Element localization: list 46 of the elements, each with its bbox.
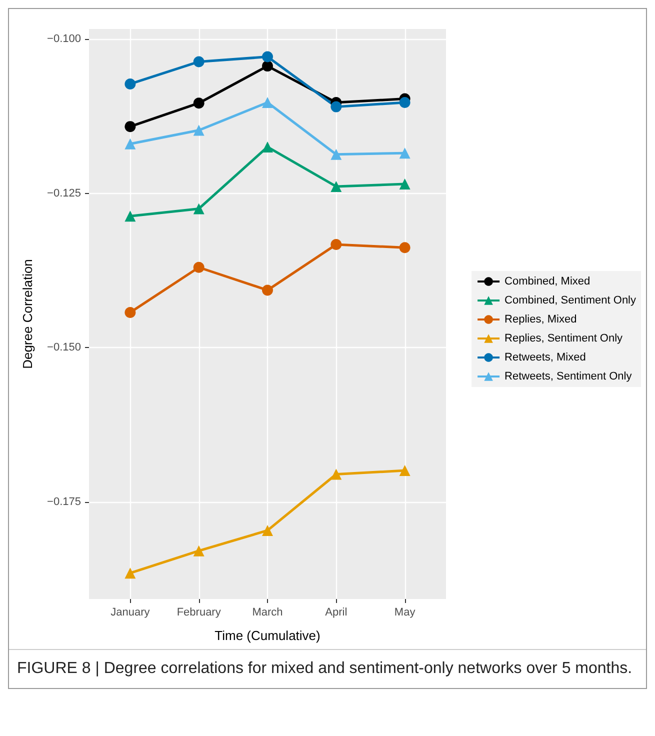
point xyxy=(124,138,136,150)
legend-label: Retweets, Sentiment Only xyxy=(504,370,632,382)
y-axis-title: Degree Correlation xyxy=(20,259,35,369)
point xyxy=(262,524,273,536)
x-tick-label: May xyxy=(394,606,416,618)
point xyxy=(399,178,410,190)
point xyxy=(124,306,136,318)
y-tick-label: −0.100 xyxy=(47,32,81,45)
point xyxy=(330,468,342,480)
y-tick-label: −0.125 xyxy=(47,187,81,200)
point xyxy=(193,56,204,68)
x-tick-label: January xyxy=(110,606,150,618)
point xyxy=(262,284,273,296)
point xyxy=(193,124,204,136)
point xyxy=(262,141,273,152)
point xyxy=(330,239,342,250)
legend-label: Replies, Mixed xyxy=(504,314,577,326)
point xyxy=(193,203,204,214)
y-tick-label: −0.150 xyxy=(47,342,81,354)
point xyxy=(193,262,204,273)
point xyxy=(399,148,410,159)
point xyxy=(330,101,342,112)
point xyxy=(124,121,136,132)
point xyxy=(193,98,204,109)
legend-label: Combined, Sentiment Only xyxy=(504,294,636,306)
y-tick-label: −0.175 xyxy=(47,496,81,508)
x-axis-title: Time (Cumulative) xyxy=(214,628,320,643)
point xyxy=(399,242,410,254)
legend-label: Retweets, Mixed xyxy=(504,352,586,364)
point xyxy=(262,51,273,62)
point xyxy=(124,210,136,222)
point xyxy=(399,96,410,108)
point xyxy=(124,568,136,579)
point xyxy=(262,96,273,108)
legend-label: Combined, Mixed xyxy=(504,276,590,288)
point xyxy=(330,148,342,160)
legend-label: Replies, Sentiment Only xyxy=(504,332,624,344)
x-tick-label: March xyxy=(252,606,283,618)
x-tick-label: April xyxy=(325,606,348,618)
caption: FIGURE 8 | Degree correlations for mixed and sentiment-only networks over 5 months. xyxy=(9,649,646,688)
point xyxy=(399,465,410,476)
point xyxy=(262,60,273,72)
point xyxy=(330,180,342,192)
point xyxy=(193,545,204,556)
point xyxy=(124,78,136,90)
x-tick-label: February xyxy=(176,606,222,618)
